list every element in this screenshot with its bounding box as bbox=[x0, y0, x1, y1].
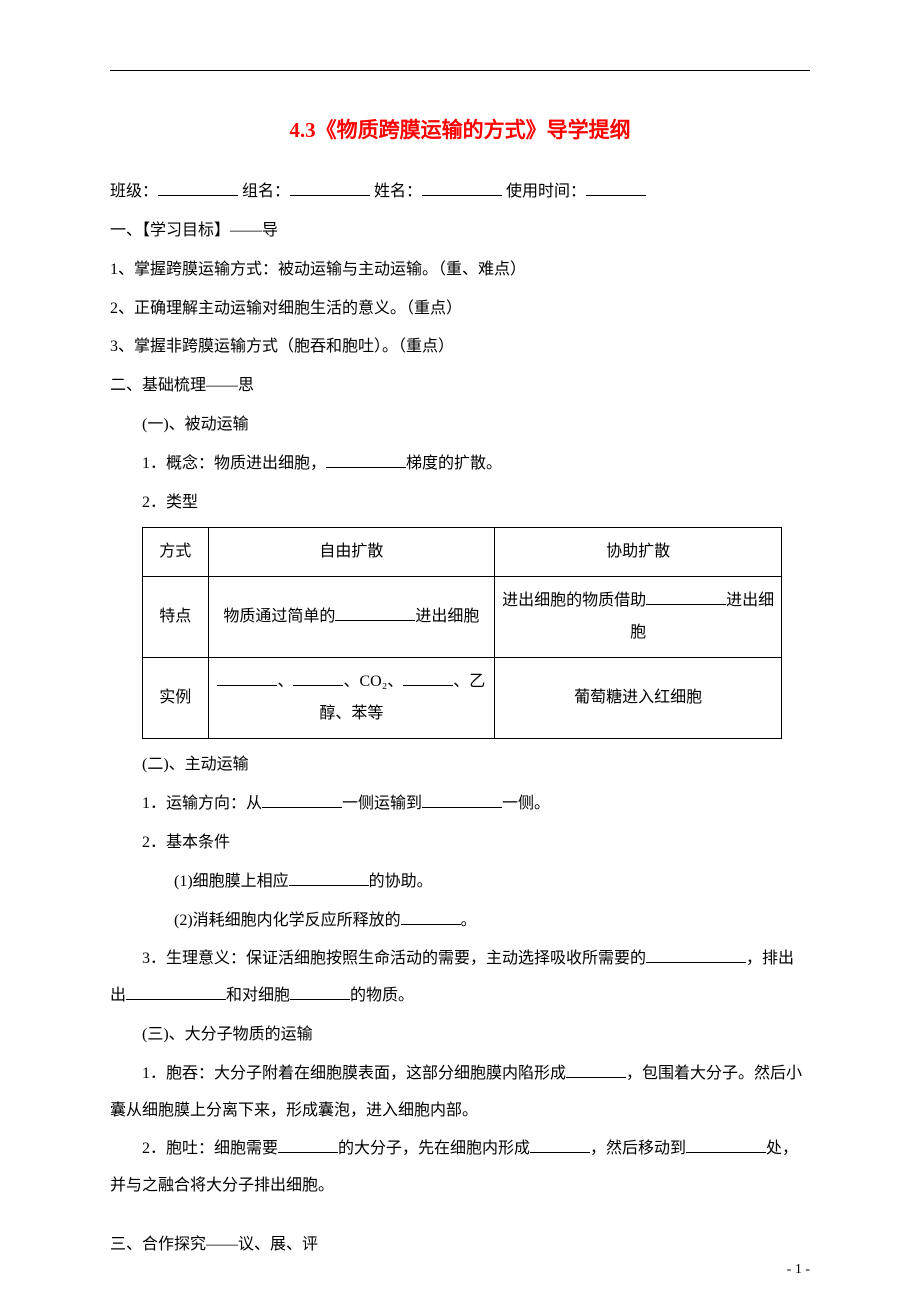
group-label: 组名： bbox=[242, 183, 290, 200]
text-pre: 1．胞吞：大分子附着在细胞膜表面，这部分细胞膜内陷形成 bbox=[142, 1065, 566, 1082]
header-facilitated: 协助扩散 bbox=[495, 528, 782, 577]
section-2-sub2-item2: 2．基本条件 bbox=[110, 825, 810, 862]
text-pre: 物质通过简单的 bbox=[223, 608, 335, 625]
fill-blank[interactable] bbox=[289, 868, 369, 886]
fill-blank[interactable] bbox=[566, 1060, 626, 1078]
text-mid2: ，然后移动到 bbox=[590, 1140, 686, 1157]
form-row: 班级： 组名： 姓名： 使用时间： bbox=[110, 174, 810, 211]
class-label: 班级： bbox=[110, 183, 158, 200]
fill-blank[interactable] bbox=[646, 588, 726, 606]
section-2-sub1-item2: 2．类型 bbox=[110, 485, 810, 522]
fill-blank[interactable] bbox=[422, 791, 502, 809]
text-post: 梯度的扩散。 bbox=[406, 455, 502, 472]
section-2-sub3-heading: (三)、大分子物质的运输 bbox=[110, 1017, 810, 1054]
text-mid1: 的大分子，先在细胞内形成 bbox=[338, 1140, 530, 1157]
section-1-heading: 一、【学习目标】——导 bbox=[110, 213, 810, 250]
text-sep: 、 bbox=[277, 673, 293, 690]
fill-blank[interactable] bbox=[646, 946, 746, 964]
text-post: 的物质。 bbox=[350, 987, 414, 1004]
fill-blank[interactable] bbox=[126, 983, 226, 1001]
name-label: 姓名： bbox=[374, 183, 422, 200]
date-blank[interactable] bbox=[586, 179, 646, 197]
name-blank[interactable] bbox=[422, 179, 502, 197]
text-post: 。 bbox=[461, 912, 477, 929]
text-post: 的协助。 bbox=[369, 873, 433, 890]
section-1-item-2: 2、正确理解主动运输对细胞生活的意义。（重点） bbox=[110, 291, 810, 328]
section-2-sub3-item2: 2．胞吐：细胞需要的大分子，先在细胞内形成，然后移动到处，并与之融合将大分子排出… bbox=[110, 1131, 810, 1205]
row-label-feature: 特点 bbox=[143, 577, 209, 658]
section-2-sub2-heading: (二)、主动运输 bbox=[110, 747, 810, 784]
cell-example-free: 、、CO₂、、乙醇、苯等 bbox=[208, 658, 495, 739]
text-mid: 一侧运输到 bbox=[342, 795, 422, 812]
fill-blank[interactable] bbox=[278, 1136, 338, 1154]
text-mid1: ，排出 bbox=[746, 950, 794, 967]
section-2-sub2-item3: 3．生理意义：保证活细胞按照生命活动的需要，主动选择吸收所需要的，排出 出和对细… bbox=[110, 941, 810, 1015]
table-row-example: 实例 、、CO₂、、乙醇、苯等 葡萄糖进入红细胞 bbox=[143, 658, 782, 739]
section-2-heading: 二、基础梳理——思 bbox=[110, 368, 810, 405]
header-method: 方式 bbox=[143, 528, 209, 577]
text-mid: 、CO₂、 bbox=[343, 673, 403, 690]
section-2-sub2-item2b: (2)消耗细胞内化学反应所释放的 。 bbox=[110, 903, 810, 940]
fill-blank[interactable] bbox=[293, 669, 343, 687]
spacer bbox=[110, 1207, 810, 1227]
fill-blank[interactable] bbox=[335, 604, 415, 622]
class-blank[interactable] bbox=[158, 179, 238, 197]
text-pre: (2)消耗细胞内化学反应所释放的 bbox=[174, 912, 401, 929]
date-label: 使用时间： bbox=[506, 183, 586, 200]
transport-table: 方式 自由扩散 协助扩散 特点 物质通过简单的 进出细胞 进出细胞的物质借助进出细… bbox=[142, 527, 782, 739]
section-2-sub2-item1: 1．运输方向：从 一侧运输到 一侧。 bbox=[110, 786, 810, 823]
page-number: - 1 - bbox=[787, 1254, 810, 1286]
fill-blank[interactable] bbox=[401, 907, 461, 925]
text-post: 一侧。 bbox=[502, 795, 550, 812]
text-pre: 进出细胞的物质借助 bbox=[502, 592, 646, 609]
section-1-item-3: 3、掌握非跨膜运输方式（胞吞和胞吐）。（重点） bbox=[110, 329, 810, 366]
table-row-feature: 特点 物质通过简单的 进出细胞 进出细胞的物质借助进出细胞 bbox=[143, 577, 782, 658]
fill-blank[interactable] bbox=[530, 1136, 590, 1154]
cell-feature-facilitated: 进出细胞的物质借助进出细胞 bbox=[495, 577, 782, 658]
group-blank[interactable] bbox=[290, 179, 370, 197]
text-pre: (1)细胞膜上相应 bbox=[174, 873, 289, 890]
text-pre: 1．运输方向：从 bbox=[142, 795, 262, 812]
cell-feature-free: 物质通过简单的 进出细胞 bbox=[208, 577, 495, 658]
section-2-sub1-heading: (一)、被动运输 bbox=[110, 407, 810, 444]
table-header-row: 方式 自由扩散 协助扩散 bbox=[143, 528, 782, 577]
fill-blank[interactable] bbox=[403, 669, 453, 687]
section-2-sub3-item1: 1．胞吞：大分子附着在细胞膜表面，这部分细胞膜内陷形成，包围着大分子。然后小囊从… bbox=[110, 1056, 810, 1130]
header-free-diffusion: 自由扩散 bbox=[208, 528, 495, 577]
document-title: 4.3《物质跨膜运输的方式》导学提纲 bbox=[110, 106, 810, 154]
fill-blank[interactable] bbox=[290, 983, 350, 1001]
section-1-item-1: 1、掌握跨膜运输方式：被动运输与主动运输。（重、难点） bbox=[110, 252, 810, 289]
top-rule bbox=[110, 70, 810, 71]
fill-blank[interactable] bbox=[326, 450, 406, 468]
text-mid2: 和对细胞 bbox=[226, 987, 290, 1004]
fill-blank[interactable] bbox=[262, 791, 342, 809]
text-pre: 1．概念：物质进出细胞， bbox=[142, 455, 326, 472]
cell-example-facilitated: 葡萄糖进入红细胞 bbox=[495, 658, 782, 739]
fill-blank[interactable] bbox=[217, 669, 277, 687]
section-3-heading: 三、合作探究——议、展、评 bbox=[110, 1227, 810, 1264]
text-pre: 2．胞吐：细胞需要 bbox=[142, 1140, 278, 1157]
section-2-sub1-item1: 1．概念：物质进出细胞， 梯度的扩散。 bbox=[110, 446, 810, 483]
fill-blank[interactable] bbox=[686, 1136, 766, 1154]
text-post: 进出细胞 bbox=[415, 608, 479, 625]
section-2-sub2-item2a: (1)细胞膜上相应 的协助。 bbox=[110, 864, 810, 901]
text-pre: 3．生理意义：保证活细胞按照生命活动的需要，主动选择吸收所需要的 bbox=[142, 950, 646, 967]
row-label-example: 实例 bbox=[143, 658, 209, 739]
